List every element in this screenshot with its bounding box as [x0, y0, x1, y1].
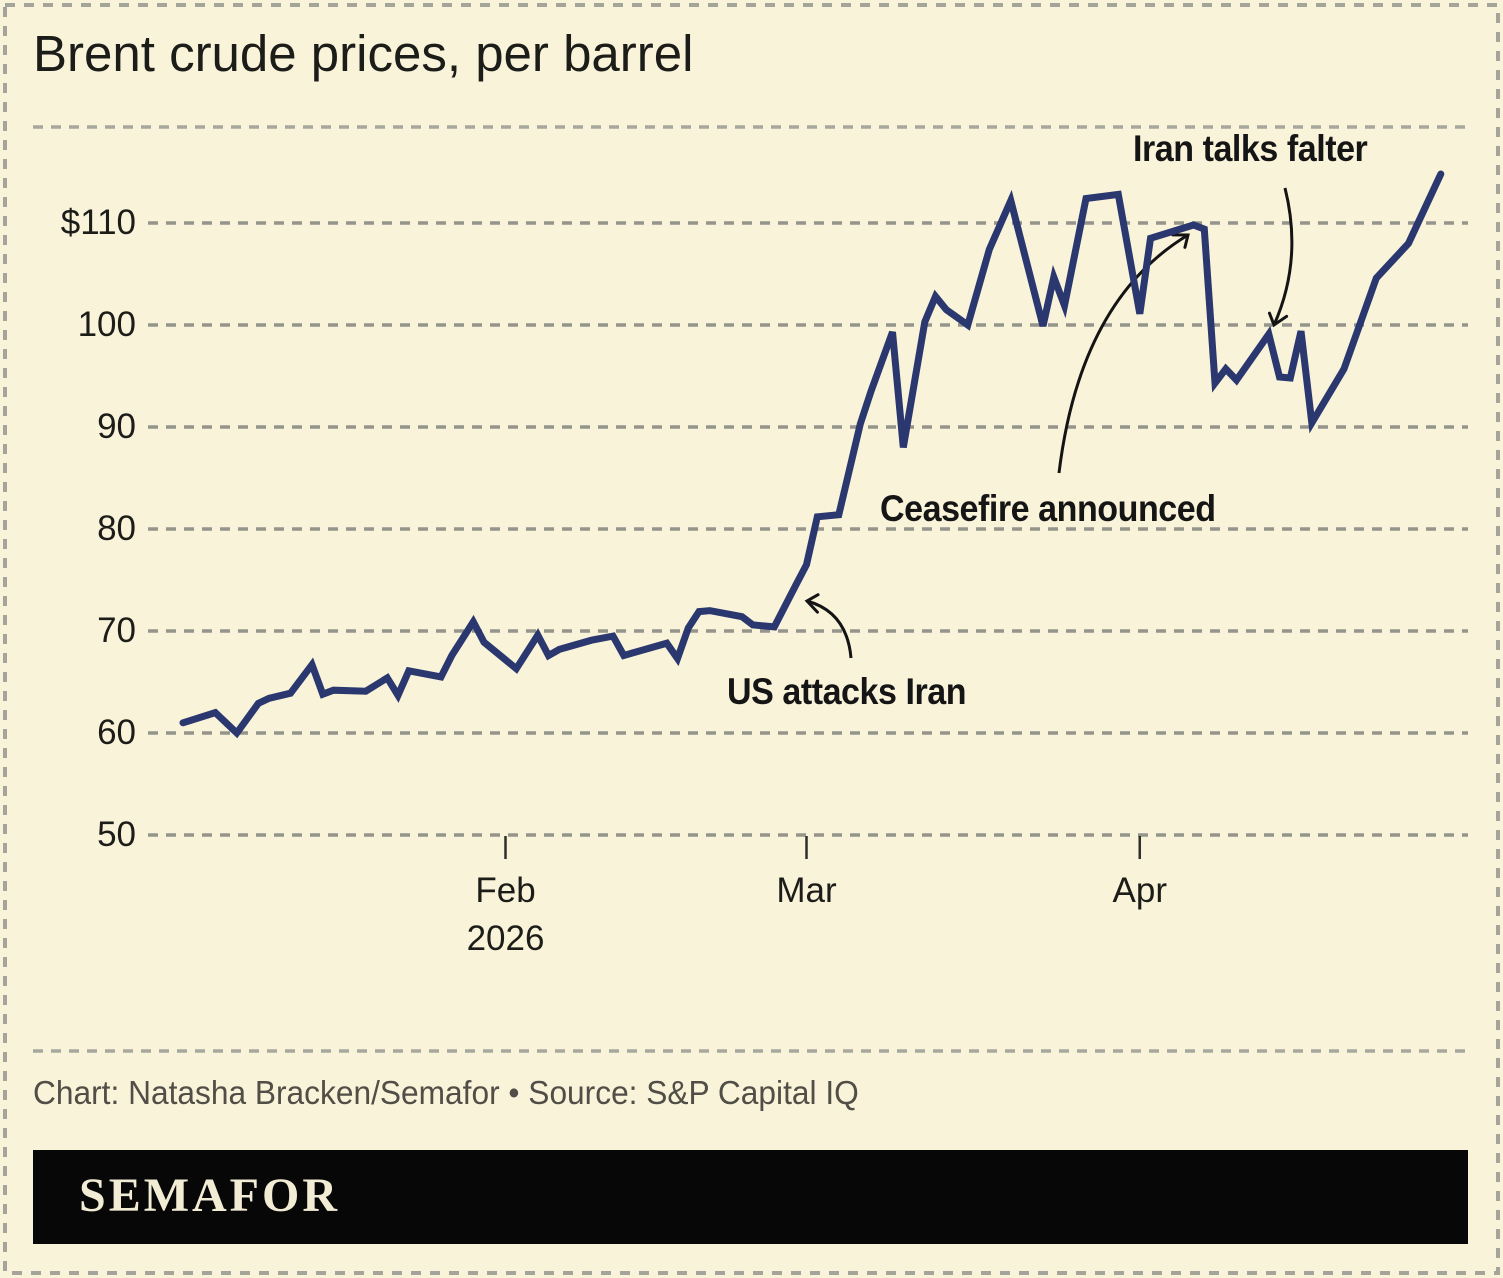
- page-title: Brent crude prices, per barrel: [33, 25, 694, 82]
- x-axis-label-mar: Mar: [776, 871, 837, 910]
- x-axis-label-feb: Feb: [475, 871, 536, 910]
- y-axis-label-100: 100: [77, 305, 136, 344]
- y-axis-label-60: 60: [97, 713, 136, 752]
- gridlines: [148, 221, 1468, 837]
- y-axis-label-90: 90: [97, 407, 136, 446]
- annotation-arrows: [804, 187, 1294, 659]
- x-axis-label-apr: Apr: [1112, 871, 1167, 910]
- y-axis-label-70: 70: [97, 611, 136, 650]
- dashed-border: [3, 3, 1500, 1275]
- x-axis-tick-marks: [504, 836, 1141, 859]
- annotation-us-attacks-iran: US attacks Iran: [727, 671, 967, 712]
- y-axis-label-80: 80: [97, 509, 136, 548]
- arrow-ceasefire: [1057, 233, 1190, 474]
- logo-bar: SEMAFOR: [33, 1150, 1468, 1244]
- y-axis-label-110: $110: [60, 203, 136, 242]
- arrow-iran-talks: [1267, 187, 1294, 328]
- credit-line: Chart: Natasha Bracken/Semafor • Source:…: [33, 1074, 859, 1111]
- arrow-us-attacks: [804, 593, 853, 659]
- semafor-logo: SEMAFOR: [79, 1169, 340, 1222]
- y-axis-label-50: 50: [97, 815, 136, 854]
- price-line: [179, 170, 1445, 739]
- annotation-iran-talks-falter: Iran talks falter: [1133, 128, 1368, 169]
- x-axis-year-label: 2026: [466, 919, 545, 958]
- annotation-ceasefire-announced: Ceasefire announced: [880, 488, 1216, 529]
